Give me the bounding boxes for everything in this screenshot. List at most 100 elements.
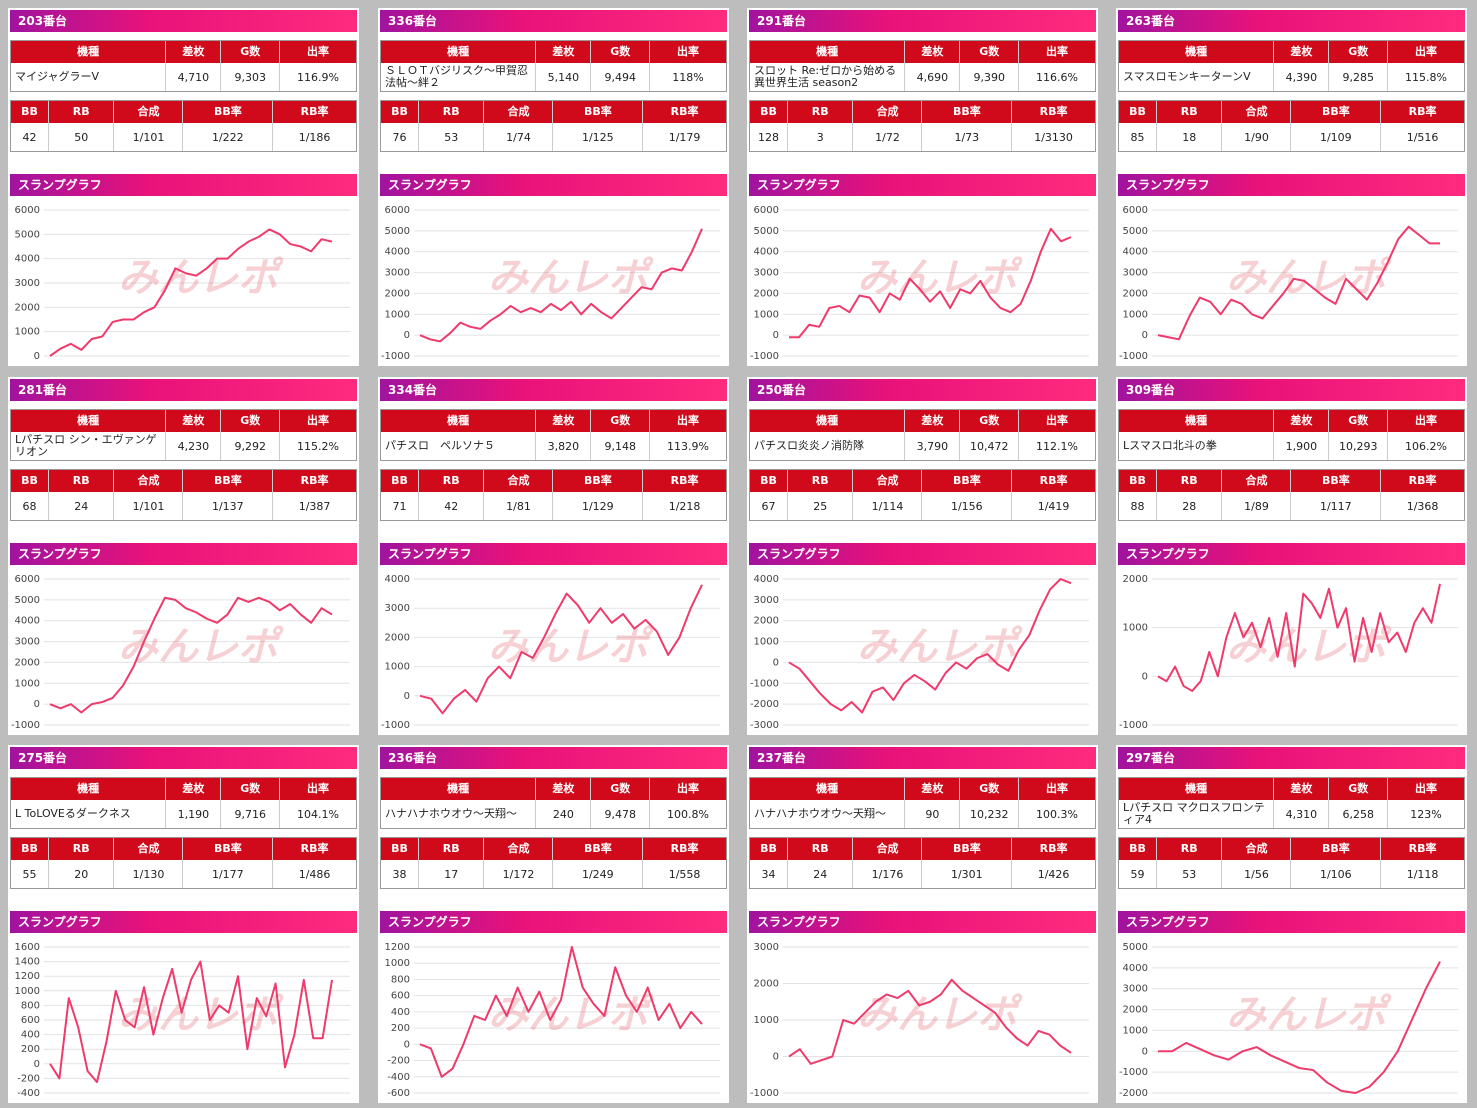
data-cell: 1/516 bbox=[1406, 130, 1439, 144]
header-cell: 差枚 bbox=[536, 778, 592, 800]
model-table: 機種 差枚 G数 出率 マイジャグラーV 4,710 9,303 116.9% bbox=[10, 40, 357, 92]
y-tick-label: 2000 bbox=[1123, 1005, 1148, 1016]
data-cell: 1/419 bbox=[1037, 499, 1070, 513]
y-tick-label: 5000 bbox=[15, 229, 40, 240]
y-tick-label: 4000 bbox=[15, 616, 40, 627]
table-header: BB RB 合成 BB率 RB率 bbox=[750, 838, 1095, 860]
panel: 336番台 機種 差枚 G数 出率 ＳＬＯＴバジリスク～甲賀忍法帖～絆２ 5,140 9,49… bbox=[378, 8, 729, 366]
y-tick-label: 0 bbox=[1142, 671, 1148, 682]
data-cell: 1/218 bbox=[668, 499, 701, 513]
y-tick-label: 5000 bbox=[15, 595, 40, 606]
panel-title: 275番台 bbox=[10, 747, 357, 769]
header-cell: RB bbox=[49, 838, 115, 860]
count-table: BB RB 合成 BB率 RB率 34 24 1/176 1/301 1/426 bbox=[749, 837, 1096, 889]
panel-title: 237番台 bbox=[749, 747, 1096, 769]
data-cell: ハナハナホウオウ～天翔～ bbox=[750, 800, 906, 828]
data-cell: 113.9% bbox=[667, 439, 709, 453]
y-tick-label: 3000 bbox=[385, 603, 410, 614]
panel: 263番台機種 差枚 G数 出率 スマスロモンキーターンV 4,390 9,285 115.8… bbox=[1116, 8, 1467, 366]
data-cell: 9,390 bbox=[960, 63, 1020, 91]
y-tick-label: 1600 bbox=[15, 942, 40, 953]
table-row: スマスロモンキーターンV 4,390 9,285 115.8% bbox=[1119, 63, 1464, 91]
slump-graph: -1000 0 1000 2000 みんレポ bbox=[1119, 574, 1458, 731]
data-cell: 67 bbox=[750, 492, 788, 520]
count-table: BB RB 合成 BB率 RB率 55 20 1/130 1/177 1/486 bbox=[10, 837, 357, 889]
y-tick-label: 5000 bbox=[1123, 942, 1148, 953]
data-cell: 1/368 bbox=[1406, 499, 1439, 513]
table-header: BB RB 合成 BB率 RB率 bbox=[11, 101, 356, 123]
y-tick-label: -400 bbox=[387, 1072, 410, 1083]
data-cell: 10,472 bbox=[960, 432, 1020, 460]
y-tick-label: 0 bbox=[773, 1052, 779, 1063]
table-header: 機種 差枚 G数 出率 bbox=[750, 41, 1095, 63]
data-cell: 25 bbox=[788, 492, 854, 520]
y-tick-label: 1000 bbox=[754, 309, 779, 320]
header-cell: 合成 bbox=[484, 101, 554, 123]
slump-graph: -2000 -1000 0 1000 2000 3000 4000 5000 みんレポ bbox=[1119, 942, 1458, 1099]
header-cell: BB bbox=[11, 470, 49, 492]
header-cell: 差枚 bbox=[166, 778, 222, 800]
y-tick-label: -1000 bbox=[750, 678, 779, 689]
header-cell: G数 bbox=[960, 410, 1020, 432]
table-header: 機種 差枚 G数 出率 bbox=[11, 41, 356, 63]
slump-line bbox=[49, 228, 333, 357]
data-cell: 20 bbox=[49, 860, 115, 888]
slump-line bbox=[1158, 961, 1441, 1094]
header-cell: RB bbox=[49, 101, 115, 123]
graph-title: スランプグラフ bbox=[380, 911, 727, 933]
data-cell: 1/426 bbox=[1037, 867, 1070, 881]
slump-graph: -1000 0 1000 2000 3000 4000 5000 6000 みんレポ bbox=[1119, 205, 1458, 362]
header-cell: BB率 bbox=[922, 470, 1013, 492]
header-cell: RB bbox=[1157, 101, 1223, 123]
slump-graph: -1000 0 1000 2000 3000 4000 5000 6000 みんレポ bbox=[381, 205, 720, 362]
table-header: 機種 差枚 G数 出率 bbox=[11, 410, 356, 432]
panel-title: 334番台 bbox=[380, 379, 727, 401]
header-cell: 合成 bbox=[1222, 101, 1292, 123]
y-tick-label: 5000 bbox=[385, 226, 410, 237]
header-cell: RB率 bbox=[300, 474, 329, 487]
panel-title: 263番台 bbox=[1118, 10, 1465, 32]
data-cell: 55 bbox=[11, 860, 49, 888]
data-cell: 28 bbox=[1157, 492, 1223, 520]
data-cell: ハナハナホウオウ～天翔～ bbox=[381, 800, 537, 828]
header-cell: 機種 bbox=[381, 41, 537, 63]
y-tick-label: 2000 bbox=[754, 288, 779, 299]
data-cell: 34 bbox=[750, 860, 788, 888]
header-cell: 合成 bbox=[853, 838, 923, 860]
slump-graph: -1000 0 1000 2000 3000 4000 みんレポ bbox=[381, 574, 720, 731]
data-cell: 9,285 bbox=[1329, 63, 1389, 91]
slump-line bbox=[788, 978, 1072, 1065]
count-table: BB RB 合成 BB率 RB率 128 3 1/72 1/73 1/3130 bbox=[749, 100, 1096, 152]
header-cell: RB bbox=[788, 838, 854, 860]
header-cell: RB bbox=[419, 838, 485, 860]
slump-line bbox=[789, 227, 1072, 339]
y-tick-label: 0 bbox=[773, 330, 779, 341]
graph-title: スランプグラフ bbox=[1118, 174, 1465, 196]
table-header: BB RB 合成 BB率 RB率 bbox=[11, 838, 356, 860]
header-cell: BB bbox=[1119, 101, 1157, 123]
data-cell: 1/222 bbox=[183, 123, 274, 151]
slump-line bbox=[49, 596, 333, 714]
y-tick-label: 0 bbox=[773, 657, 779, 668]
data-cell: 1/177 bbox=[183, 860, 274, 888]
data-cell: 1/101 bbox=[114, 492, 184, 520]
watermark: みんレポ bbox=[488, 992, 654, 1038]
data-cell: 1/176 bbox=[853, 860, 923, 888]
slump-graph: -400 -200 0 200 400 600 800 1000 1200 1400 1600 みんレ… bbox=[15, 942, 350, 1099]
header-cell: 差枚 bbox=[166, 410, 222, 432]
data-cell: 1/117 bbox=[1291, 492, 1382, 520]
y-tick-label: 0 bbox=[34, 1059, 40, 1070]
panel: 281番台 機種 差枚 G数 出率 Lパチスロ シン・エヴァンゲリオン 4,230 9,292… bbox=[8, 377, 359, 735]
model-table: 機種 差枚 G数 出率 スマスロモンキーターンV 4,390 9,285 115.8% bbox=[1118, 40, 1465, 92]
y-tick-label: 6000 bbox=[385, 205, 410, 216]
y-tick-label: 3000 bbox=[754, 942, 779, 953]
header-cell: G数 bbox=[221, 410, 281, 432]
y-tick-label: 0 bbox=[404, 1039, 410, 1050]
y-tick-label: 1000 bbox=[385, 958, 410, 969]
model-table: 機種 差枚 G数 出率 ハナハナホウオウ～天翔～ 240 9,478 100.8% bbox=[380, 777, 727, 829]
y-tick-label: -1000 bbox=[1119, 1067, 1148, 1078]
data-cell: 115.2% bbox=[297, 439, 339, 453]
watermark: みんレポ bbox=[857, 624, 1023, 670]
data-cell: 1/129 bbox=[553, 492, 644, 520]
data-cell: 42 bbox=[419, 492, 485, 520]
